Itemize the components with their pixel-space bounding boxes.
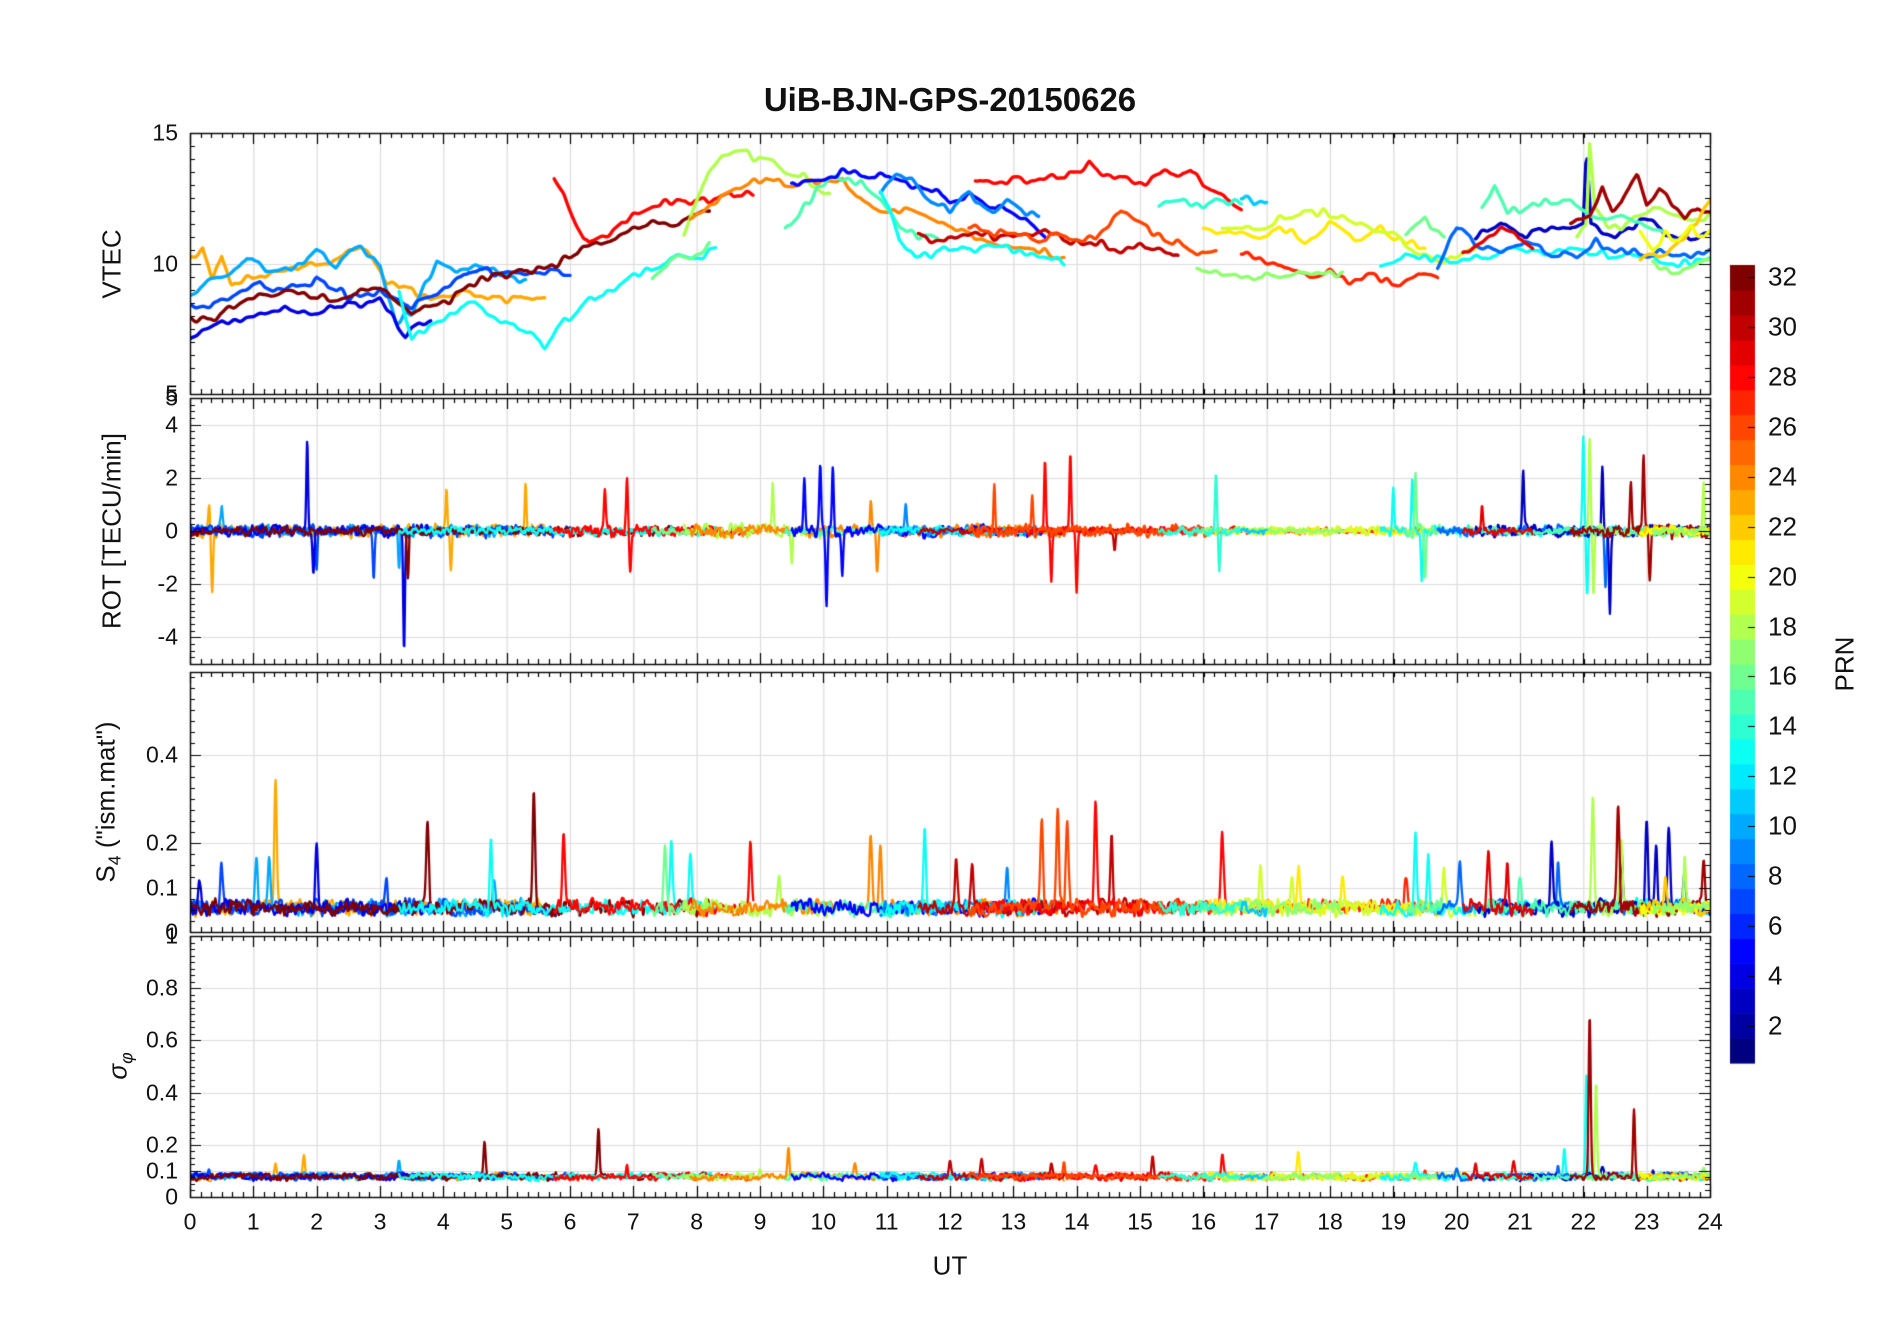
x-tick-label: 0 (183, 1208, 197, 1235)
x-tick-label: 14 (1063, 1208, 1090, 1235)
x-tick-label: 19 (1380, 1208, 1407, 1235)
colorbar-tick-label: 4 (1768, 960, 1783, 991)
x-tick-label: 7 (626, 1208, 640, 1235)
y-tick-label-sigma: 0.4 (146, 1079, 178, 1106)
colorbar-tick-label: 28 (1768, 361, 1797, 392)
x-tick-label: 9 (753, 1208, 767, 1235)
colorbar-tick-label: 16 (1768, 660, 1797, 691)
x-tick-label: 24 (1697, 1208, 1723, 1235)
y-tick-label-sigma: 0.2 (146, 1131, 178, 1158)
y-tick-label-rot: 5 (165, 384, 178, 411)
y-tick-label-s4: 0.1 (146, 874, 178, 901)
y-tick-label-sigma: 1 (165, 922, 178, 949)
colorbar-tick-label: 6 (1768, 910, 1783, 941)
x-tick-label: 10 (810, 1208, 837, 1235)
y-tick-label-s4: 0.2 (146, 829, 178, 856)
colorbar-tick-label: 24 (1768, 461, 1797, 492)
x-tick-label: 4 (436, 1208, 450, 1235)
ylabel-s4: S4 ("ism.mat") (90, 721, 125, 883)
x-tick-label: 16 (1190, 1208, 1217, 1235)
x-tick-label: 13 (1000, 1208, 1027, 1235)
ylabel-rot: ROT [TECU/min] (96, 433, 127, 629)
x-tick-label: 15 (1127, 1208, 1153, 1235)
colorbar-tick-label: 20 (1768, 561, 1797, 592)
y-tick-label-s4: 0.4 (146, 741, 178, 768)
ylabel-vtec: VTEC (96, 229, 127, 299)
x-tick-label: 23 (1633, 1208, 1660, 1235)
xlabel-ut: UT (932, 1250, 968, 1281)
y-tick-label-rot: 0 (165, 517, 178, 544)
x-tick-label: 20 (1443, 1208, 1470, 1235)
y-tick-label-vtec: 5 (165, 380, 178, 407)
colorbar-tick-label: 26 (1768, 411, 1797, 442)
x-tick-label: 5 (500, 1208, 514, 1235)
colorbar-tick-label: 14 (1768, 710, 1797, 741)
colorbar-tick-label: 10 (1768, 810, 1797, 841)
x-tick-label: 1 (246, 1208, 260, 1235)
x-tick-label: 11 (874, 1208, 899, 1235)
y-tick-label-rot: 4 (165, 411, 178, 438)
y-tick-label-vtec: 15 (152, 119, 178, 146)
y-tick-label-sigma: 0.1 (146, 1157, 178, 1184)
y-tick-label-sigma: 0.8 (146, 974, 178, 1001)
x-tick-label: 12 (937, 1208, 963, 1235)
y-tick-label-rot: -2 (157, 570, 178, 597)
y-tick-label-vtec: 10 (152, 250, 178, 276)
colorbar-tick-label: 18 (1768, 611, 1797, 642)
y-tick-label-s4: 0 (165, 918, 178, 945)
x-tick-label: 17 (1253, 1208, 1280, 1235)
x-tick-label: 6 (563, 1208, 577, 1235)
colorbar-tick-label: 22 (1768, 511, 1797, 542)
colorbar-tick-label: 30 (1768, 311, 1797, 342)
ylabel-sigma: σφ (102, 1052, 137, 1080)
x-tick-label: 22 (1570, 1208, 1597, 1235)
colorbar-tick-label: 32 (1768, 261, 1797, 292)
x-tick-label: 2 (310, 1208, 324, 1235)
y-tick-label-sigma: 0.6 (146, 1026, 178, 1053)
x-tick-label: 3 (373, 1208, 387, 1235)
colorbar-tick-label: 2 (1768, 1010, 1783, 1041)
x-tick-label: 18 (1317, 1208, 1343, 1235)
x-tick-label: 8 (690, 1208, 704, 1235)
colorbar-label-prn: PRN (1829, 636, 1860, 692)
colorbar-tick-label: 8 (1768, 860, 1783, 891)
page-title: UiB-BJN-GPS-20150626 (763, 81, 1137, 118)
x-tick-label: 21 (1507, 1208, 1533, 1235)
colorbar-tick-label: 12 (1768, 760, 1797, 791)
y-tick-label-rot: 2 (165, 464, 178, 491)
y-tick-label-sigma: 0 (165, 1183, 178, 1210)
y-tick-label-rot: -4 (157, 623, 178, 650)
